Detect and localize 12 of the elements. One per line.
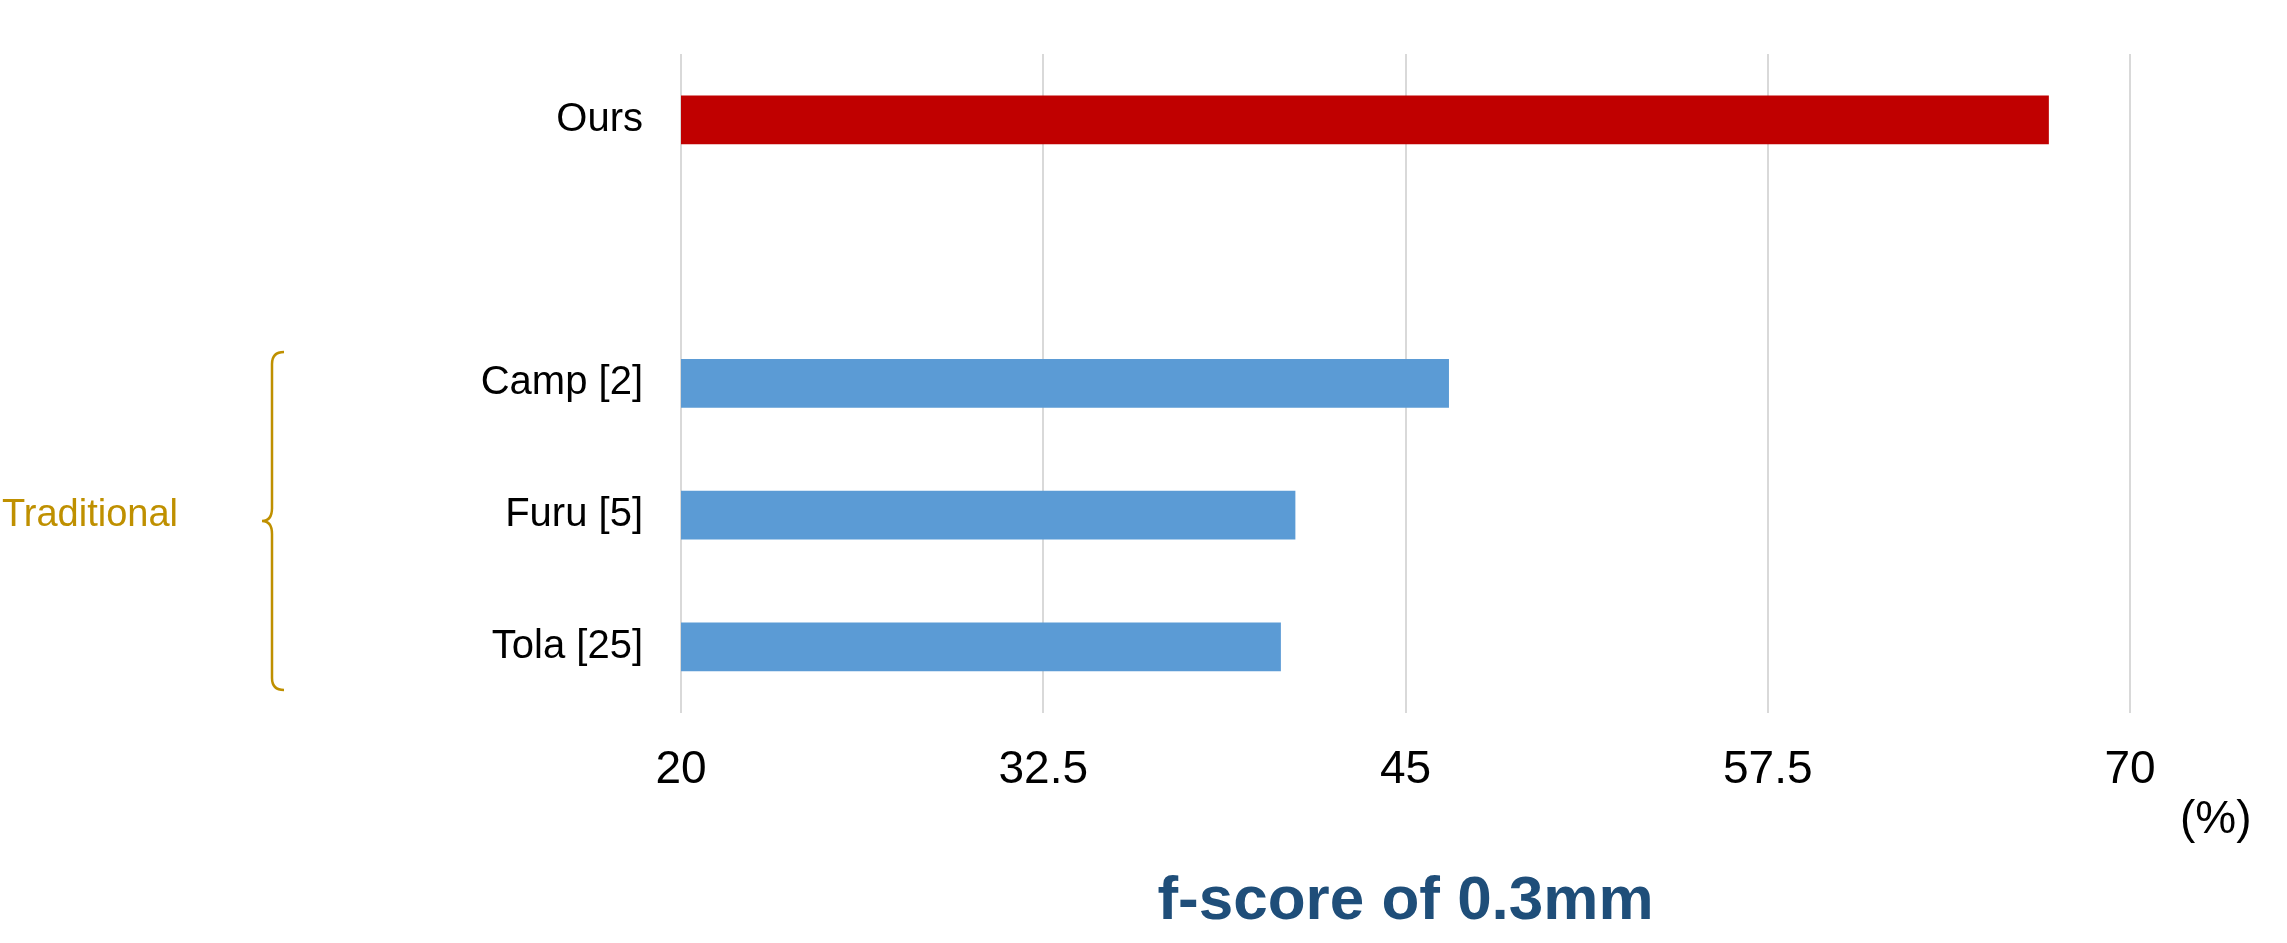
y-tick-label: Camp [2] — [480, 358, 643, 403]
x-tick-label: 70 — [2104, 741, 2156, 794]
x-tick-label: 32.5 — [998, 741, 1089, 794]
y-tick-label: Tola [25] — [491, 621, 643, 666]
y-tick-label: Ours — [556, 94, 643, 139]
x-tick-label: 57.5 — [1722, 741, 1813, 794]
text: (%) — [2180, 790, 2252, 844]
x-tick-label: 20 — [655, 741, 707, 794]
x-tick-label: 45 — [1379, 741, 1432, 794]
text: Traditional — [2, 492, 179, 535]
x-axis-title: f-score of 0.3mm — [1156, 862, 1655, 933]
y-tick-label: Furu [5] — [505, 490, 643, 535]
